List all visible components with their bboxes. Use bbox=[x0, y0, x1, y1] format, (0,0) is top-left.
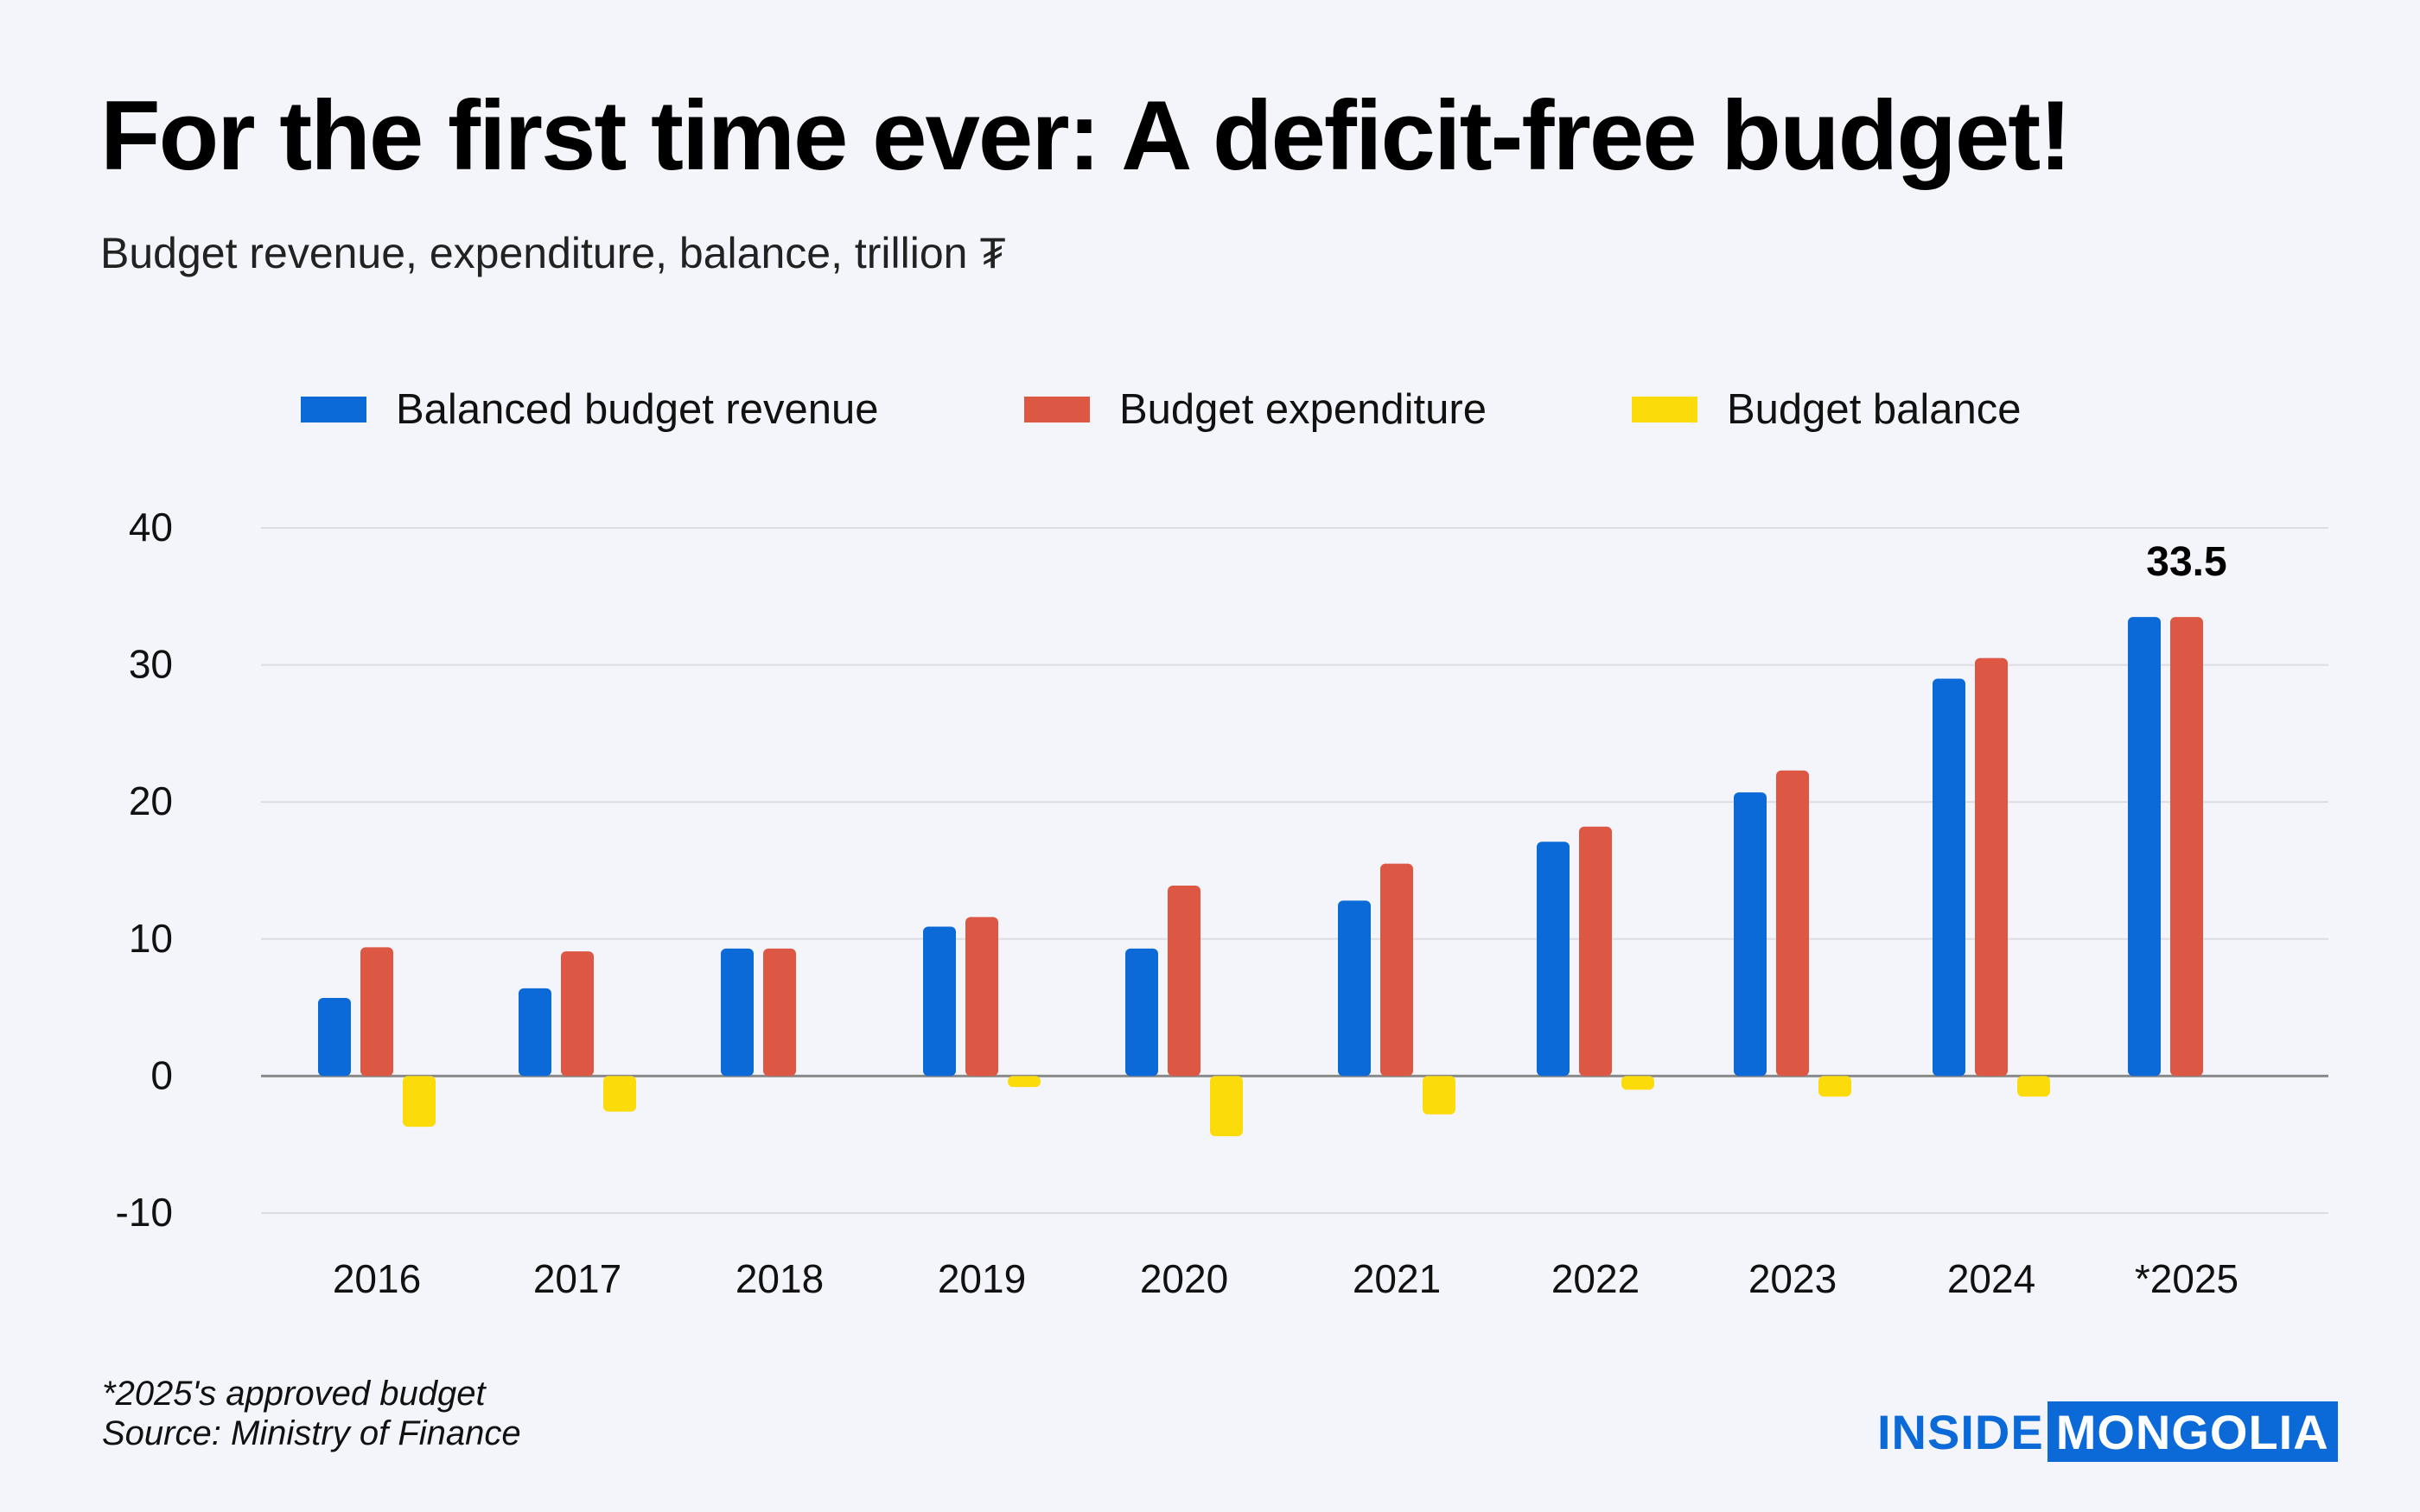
x-tick-label: 2019 bbox=[938, 1256, 1026, 1301]
x-tick-label: *2025 bbox=[2135, 1256, 2238, 1301]
data-label: 33.5 bbox=[2146, 539, 2226, 585]
legend-label-expenditure: Budget expenditure bbox=[1119, 386, 1487, 433]
x-tick-label: 2018 bbox=[736, 1256, 824, 1301]
logo-text-mongolia: MONGOLIA bbox=[2047, 1401, 2338, 1462]
bar-balance bbox=[1423, 1076, 1455, 1115]
x-tick-label: 2017 bbox=[533, 1256, 621, 1301]
y-tick-label: 30 bbox=[129, 642, 173, 687]
legend-item-balance: Budget balance bbox=[1632, 386, 2022, 433]
x-tick-label: 2016 bbox=[333, 1256, 421, 1301]
x-tick-label: 2024 bbox=[1947, 1256, 2035, 1301]
x-tick-label: 2022 bbox=[1551, 1256, 1640, 1301]
bar-revenue bbox=[1734, 792, 1767, 1077]
bar-balance bbox=[603, 1076, 636, 1112]
bar-expenditure bbox=[1776, 770, 1809, 1077]
x-tick-label: 2023 bbox=[1748, 1256, 1837, 1301]
bar-expenditure bbox=[1975, 658, 2008, 1077]
y-tick-label: -10 bbox=[116, 1190, 173, 1235]
inside-mongolia-logo: INSIDE MONGOLIA bbox=[1877, 1401, 2338, 1462]
bar-expenditure bbox=[965, 917, 998, 1077]
footnote-approved-budget: *2025's approved budget bbox=[102, 1375, 486, 1413]
y-tick-label: 40 bbox=[129, 505, 173, 550]
bar-balance bbox=[1818, 1076, 1851, 1097]
legend-item-revenue: Balanced budget revenue bbox=[301, 386, 879, 433]
bar-balance bbox=[1008, 1076, 1041, 1088]
footnote-source: Source: Ministry of Finance bbox=[102, 1414, 521, 1452]
footnote: *2025's approved budget Source: Ministry… bbox=[102, 1374, 521, 1453]
bar-balance bbox=[1210, 1076, 1243, 1137]
logo-text-inside: INSIDE bbox=[1877, 1404, 2044, 1459]
y-tick-label: 10 bbox=[129, 916, 173, 961]
bar-expenditure bbox=[1380, 863, 1413, 1077]
bar-revenue bbox=[1338, 900, 1371, 1077]
x-tick-label: 2020 bbox=[1140, 1256, 1228, 1301]
bar-expenditure bbox=[763, 948, 796, 1077]
bar-expenditure bbox=[360, 947, 393, 1077]
bar-revenue bbox=[721, 948, 754, 1077]
bar-revenue bbox=[1537, 842, 1570, 1077]
bar-expenditure bbox=[1168, 885, 1200, 1077]
legend-label-balance: Budget balance bbox=[1727, 386, 2022, 433]
chart-title: For the first time ever: A deficit-free … bbox=[100, 81, 2072, 191]
bar-revenue bbox=[519, 988, 551, 1077]
bar-revenue bbox=[2128, 617, 2161, 1077]
bar-revenue bbox=[1125, 948, 1158, 1077]
y-tick-label: 20 bbox=[129, 778, 173, 823]
bar-expenditure bbox=[2170, 617, 2203, 1077]
legend-swatch-expenditure bbox=[1024, 397, 1090, 422]
y-tick-label: 0 bbox=[150, 1052, 173, 1097]
x-tick-label: 2021 bbox=[1353, 1256, 1441, 1301]
bar-revenue bbox=[1933, 678, 1965, 1077]
legend-label-revenue: Balanced budget revenue bbox=[396, 386, 879, 433]
legend-swatch-balance bbox=[1632, 397, 1697, 422]
legend-item-expenditure: Budget expenditure bbox=[1024, 386, 1487, 433]
bar-balance bbox=[403, 1076, 436, 1128]
bar-balance bbox=[2017, 1076, 2050, 1097]
bar-expenditure bbox=[561, 951, 594, 1077]
bar-balance bbox=[1621, 1076, 1654, 1090]
chart-subtitle: Budget revenue, expenditure, balance, tr… bbox=[100, 229, 1006, 277]
bar-revenue bbox=[318, 997, 351, 1077]
bar-expenditure bbox=[1579, 826, 1612, 1077]
bar-revenue bbox=[923, 926, 956, 1077]
legend-swatch-revenue bbox=[301, 397, 366, 422]
